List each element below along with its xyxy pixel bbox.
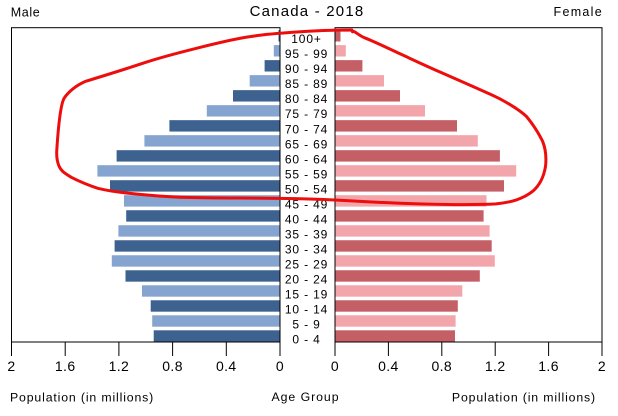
- svg-text:5 - 9: 5 - 9: [292, 317, 320, 331]
- svg-text:25 - 29: 25 - 29: [285, 257, 328, 271]
- svg-text:85 - 89: 85 - 89: [285, 77, 328, 91]
- svg-text:0: 0: [331, 358, 339, 374]
- svg-text:1.6: 1.6: [538, 358, 559, 374]
- svg-text:35 - 39: 35 - 39: [285, 227, 328, 241]
- svg-text:Population (in millions): Population (in millions): [10, 391, 154, 405]
- svg-text:Population (in millions): Population (in millions): [452, 391, 596, 405]
- svg-text:0 - 4: 0 - 4: [292, 332, 320, 346]
- svg-text:55 - 59: 55 - 59: [285, 167, 328, 181]
- svg-text:1.2: 1.2: [485, 358, 506, 374]
- svg-text:0.8: 0.8: [162, 358, 183, 374]
- svg-text:100+: 100+: [291, 32, 321, 46]
- svg-text:0.4: 0.4: [216, 358, 237, 374]
- svg-text:70 - 74: 70 - 74: [285, 122, 328, 136]
- svg-text:80 - 84: 80 - 84: [285, 92, 328, 106]
- svg-text:75 - 79: 75 - 79: [285, 107, 328, 121]
- svg-text:60 - 64: 60 - 64: [285, 152, 328, 166]
- svg-text:0.8: 0.8: [431, 358, 452, 374]
- svg-text:Canada - 2018: Canada - 2018: [250, 3, 365, 20]
- svg-text:1.6: 1.6: [55, 358, 76, 374]
- svg-text:Age Group: Age Group: [271, 390, 339, 404]
- svg-text:15 - 19: 15 - 19: [285, 287, 328, 301]
- svg-text:0.4: 0.4: [378, 358, 399, 374]
- svg-text:45 - 49: 45 - 49: [285, 197, 328, 211]
- svg-text:65 - 69: 65 - 69: [285, 137, 328, 151]
- svg-text:10 - 14: 10 - 14: [285, 302, 328, 316]
- svg-text:40 - 44: 40 - 44: [285, 212, 328, 226]
- svg-text:Male: Male: [11, 5, 41, 19]
- svg-text:50 - 54: 50 - 54: [285, 182, 328, 196]
- svg-text:1.2: 1.2: [109, 358, 130, 374]
- svg-text:Female: Female: [554, 5, 603, 19]
- svg-text:95 - 99: 95 - 99: [285, 47, 328, 61]
- svg-text:30 - 34: 30 - 34: [285, 242, 328, 256]
- svg-text:20 - 24: 20 - 24: [285, 272, 328, 286]
- svg-text:0: 0: [276, 358, 284, 374]
- svg-text:2: 2: [7, 358, 15, 374]
- svg-text:90 - 94: 90 - 94: [285, 62, 328, 76]
- svg-text:2: 2: [598, 358, 606, 374]
